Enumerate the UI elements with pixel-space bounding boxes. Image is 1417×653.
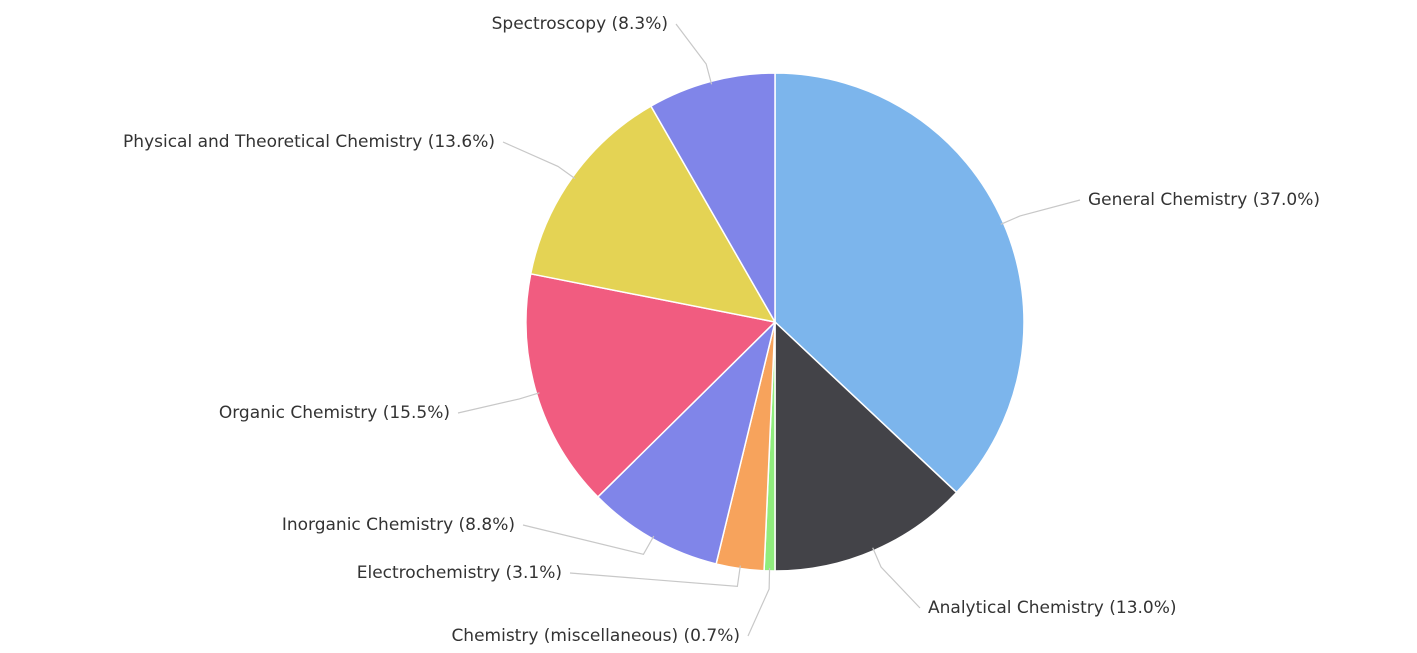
slice-label: Analytical Chemistry (13.0%) <box>928 598 1177 618</box>
label-connector <box>522 524 655 556</box>
slice-label: Physical and Theoretical Chemistry (13.6… <box>123 132 495 152</box>
label-connector <box>1000 199 1081 225</box>
label-connector <box>747 567 771 637</box>
slice-label: Inorganic Chemistry (8.8%) <box>282 515 515 535</box>
label-connector <box>872 547 921 609</box>
label-connector <box>569 565 741 587</box>
slice-label: Spectroscopy (8.3%) <box>492 14 668 34</box>
label-connector <box>457 392 540 414</box>
slice-label: Organic Chemistry (15.5%) <box>219 403 450 423</box>
label-connector <box>675 23 713 85</box>
slice-label: Electrochemistry (3.1%) <box>357 563 562 583</box>
slice-label: General Chemistry (37.0%) <box>1088 190 1320 210</box>
label-connector <box>502 141 576 180</box>
slice-label: Chemistry (miscellaneous) (0.7%) <box>451 626 740 646</box>
